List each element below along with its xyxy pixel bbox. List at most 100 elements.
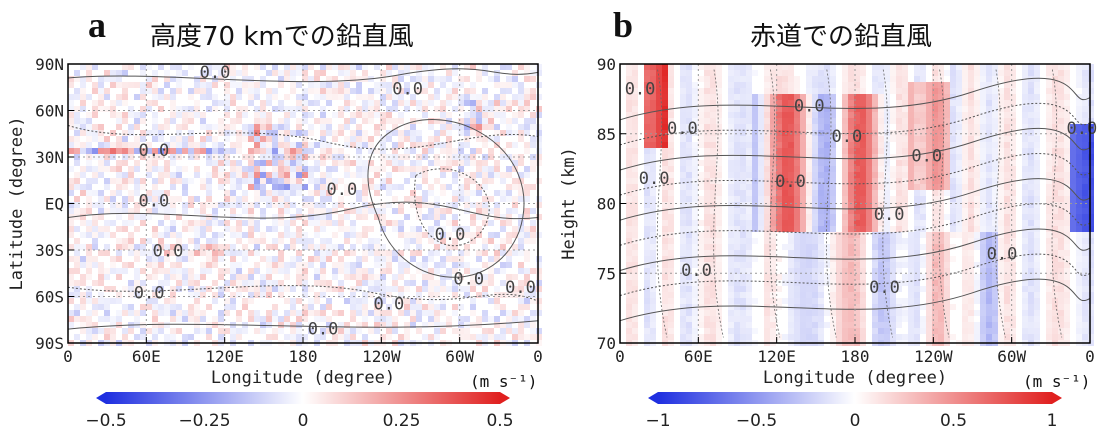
field-cell <box>944 184 950 190</box>
field-cell <box>764 112 770 118</box>
field-cell <box>368 148 374 154</box>
field-cell <box>200 310 206 316</box>
field-cell <box>986 244 992 250</box>
field-cell <box>398 268 404 274</box>
field-cell <box>224 190 230 196</box>
field-cell <box>176 70 182 76</box>
field-cell <box>950 154 956 160</box>
field-cell <box>272 106 278 112</box>
field-cell <box>1052 190 1058 196</box>
field-cell <box>974 112 980 118</box>
field-cell <box>914 76 920 82</box>
field-cell <box>356 274 362 280</box>
field-cell <box>218 328 224 334</box>
field-cell <box>92 136 98 142</box>
field-cell <box>680 244 686 250</box>
field-cell <box>860 118 866 124</box>
field-cell <box>1076 148 1082 154</box>
field-cell <box>932 226 938 232</box>
field-cell <box>1010 166 1016 172</box>
field-cell <box>938 226 944 232</box>
field-cell <box>368 226 374 232</box>
field-cell <box>938 256 944 262</box>
field-cell <box>362 316 368 322</box>
field-cell <box>1088 184 1094 190</box>
field-cell <box>512 286 518 292</box>
field-cell <box>260 214 266 220</box>
field-cell <box>404 304 410 310</box>
field-cell <box>968 160 974 166</box>
field-cell <box>626 256 632 262</box>
field-cell <box>776 100 782 106</box>
field-cell <box>818 94 824 100</box>
field-cell <box>926 154 932 160</box>
chart-title: 高度70 kmでの鉛直風 <box>150 22 414 52</box>
field-cell <box>242 190 248 196</box>
field-cell <box>962 208 968 214</box>
field-cell <box>980 256 986 262</box>
field-cell <box>1058 112 1064 118</box>
field-cell <box>470 280 476 286</box>
field-cell <box>266 244 272 250</box>
field-cell <box>122 142 128 148</box>
field-cell <box>932 166 938 172</box>
field-cell <box>782 70 788 76</box>
field-cell <box>122 262 128 268</box>
field-cell <box>932 64 938 70</box>
field-cell <box>632 154 638 160</box>
field-cell <box>680 118 686 124</box>
field-cell <box>140 88 146 94</box>
field-cell <box>338 220 344 226</box>
field-cell <box>998 214 1004 220</box>
field-cell <box>926 118 932 124</box>
field-cell <box>848 244 854 250</box>
field-cell <box>512 178 518 184</box>
field-cell <box>158 232 164 238</box>
field-cell <box>158 280 164 286</box>
field-cell <box>626 118 632 124</box>
field-cell <box>290 256 296 262</box>
field-cell <box>512 94 518 100</box>
field-cell <box>746 274 752 280</box>
field-cell <box>860 226 866 232</box>
field-cell <box>872 94 878 100</box>
field-cell <box>1076 160 1082 166</box>
field-cell <box>110 142 116 148</box>
field-cell <box>962 172 968 178</box>
field-cell <box>704 88 710 94</box>
field-cell <box>818 244 824 250</box>
field-cell <box>374 304 380 310</box>
field-cell <box>872 100 878 106</box>
field-cell <box>482 100 488 106</box>
field-cell <box>962 196 968 202</box>
field-cell <box>1028 106 1034 112</box>
field-cell <box>914 190 920 196</box>
field-cell <box>740 64 746 70</box>
field-cell <box>518 88 524 94</box>
field-cell <box>476 202 482 208</box>
field-cell <box>332 250 338 256</box>
field-cell <box>494 166 500 172</box>
field-cell <box>290 202 296 208</box>
field-cell <box>278 136 284 142</box>
field-cell <box>1076 208 1082 214</box>
field-cell <box>146 82 152 88</box>
field-cell <box>1010 148 1016 154</box>
field-cell <box>164 76 170 82</box>
field-cell <box>482 334 488 340</box>
field-cell <box>986 256 992 262</box>
field-cell <box>530 232 536 238</box>
field-cell <box>716 124 722 130</box>
field-cell <box>1034 112 1040 118</box>
field-cell <box>854 202 860 208</box>
field-cell <box>422 268 428 274</box>
field-cell <box>146 160 152 166</box>
field-cell <box>464 226 470 232</box>
field-cell <box>374 172 380 178</box>
field-cell <box>302 316 308 322</box>
field-cell <box>434 286 440 292</box>
field-cell <box>536 202 542 208</box>
field-cell <box>968 244 974 250</box>
contour-label: 0.0 <box>435 225 466 245</box>
field-cell <box>1058 160 1064 166</box>
